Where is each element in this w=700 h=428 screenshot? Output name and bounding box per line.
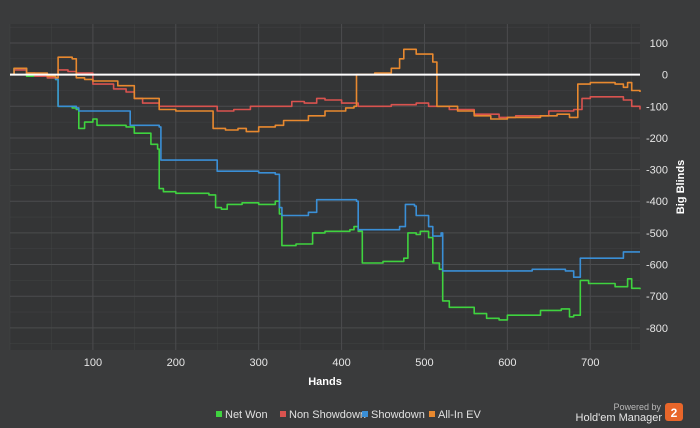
x-tick-label: 200 xyxy=(167,357,185,369)
x-axis-title: Hands xyxy=(308,376,342,388)
x-tick-label: 700 xyxy=(581,357,599,369)
hm2-badge-icon xyxy=(665,403,683,421)
chart-legend: Net Won Non Showdown Showdown All-In EV xyxy=(216,409,481,421)
plot-area xyxy=(10,24,640,350)
hm2-badge-number: 2 xyxy=(671,406,678,420)
y-tick-label: -300 xyxy=(646,165,668,177)
y-tick-label: -100 xyxy=(646,101,668,113)
series-layer xyxy=(10,48,641,321)
product-name: Hold'em Manager xyxy=(576,412,663,424)
legend-swatch xyxy=(362,411,368,417)
series-line-non-showdown xyxy=(10,69,641,119)
legend-label: Showdown xyxy=(371,409,425,421)
x-tick-label: 100 xyxy=(84,357,102,369)
legend-swatch xyxy=(280,411,286,417)
legend-swatch xyxy=(429,411,435,417)
series-line-all-in-ev xyxy=(10,48,641,133)
x-tick-label: 400 xyxy=(332,357,350,369)
y-tick-label: -600 xyxy=(646,260,668,272)
legend-label: All-In EV xyxy=(438,409,481,421)
powered-by-text: Powered by xyxy=(613,402,661,412)
series-line-showdown xyxy=(10,67,640,278)
x-tick-label: 500 xyxy=(415,357,433,369)
y-tick-label: -500 xyxy=(646,228,668,240)
legend-label: Non Showdown xyxy=(289,409,366,421)
x-tick-label: 300 xyxy=(250,357,268,369)
legend-swatch xyxy=(216,411,222,417)
y-axis-ticks: 100 0 -100 -200 -300 -400 -500 -600 -700 -800 xyxy=(646,38,668,335)
series-line-net-won xyxy=(10,67,641,321)
legend-label: Net Won xyxy=(225,409,268,421)
y-tick-label: 100 xyxy=(650,38,668,50)
branding: Powered by Hold'em Manager 2 xyxy=(576,402,683,424)
x-axis-ticks: 100 200 300 400 500 600 700 xyxy=(84,357,600,369)
y-tick-label: 0 xyxy=(662,70,668,82)
y-tick-label: -800 xyxy=(646,323,668,335)
x-tick-label: 600 xyxy=(498,357,516,369)
y-tick-label: -200 xyxy=(646,133,668,145)
y-axis-title: Big Blinds xyxy=(675,160,687,214)
y-tick-label: -400 xyxy=(646,196,668,208)
y-tick-label: -700 xyxy=(646,291,668,303)
